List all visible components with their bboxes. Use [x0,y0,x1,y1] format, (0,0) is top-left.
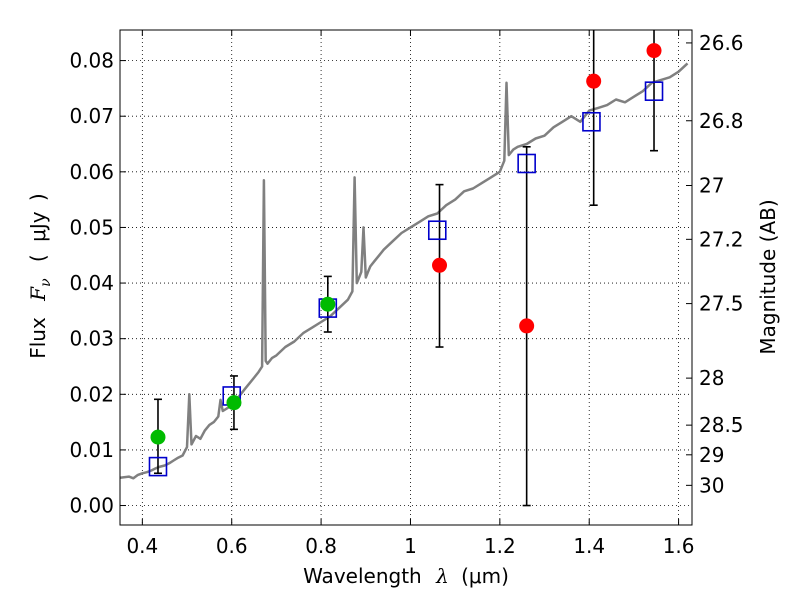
x-tick-label: 0.6 [216,534,248,558]
low-significance-marker [519,318,535,334]
low-significance-marker [646,43,662,59]
mag-tick-label: 28.5 [699,413,744,437]
x-axis-label: Wavelength λ (μm) [303,564,509,588]
y-axis-label-subscript: ν [38,278,54,287]
y-axis-label: Flux Fν ( μJy ) [26,193,55,359]
tick-layer [120,30,692,525]
low-significance-marker [586,73,602,89]
errorbar-layer [153,30,659,507]
y-tick-label: 0.02 [69,382,114,406]
model-photometry-marker [582,111,601,132]
detections-marker [150,429,166,445]
mag-tick-label: 29 [699,443,724,467]
mag-tick-label: 28 [699,366,724,390]
grid [120,30,692,525]
model-photometry-marker [644,81,664,101]
y-axis-label-right: Magnitude (AB) [756,199,780,354]
x-tick-label: 1.6 [663,534,695,558]
detections-marker [320,296,336,312]
y-axis-label-paren-close: ) [26,193,50,201]
detections-marker [226,395,242,411]
low-significance-marker [432,257,448,273]
y-axis-label-unit: μJy [26,211,50,242]
x-tick-label: 0.8 [305,534,337,558]
x-tick-label: 1.4 [573,534,605,558]
spectrum-layer [119,62,689,480]
model-photometry-marker [427,220,447,241]
x-tick-label: 1 [404,534,417,558]
y-axis-label-symbol: F [26,286,50,302]
x-tick-label: 1.2 [484,534,516,558]
tick-label-layer: 0.4 0.6 0.8 1 1.2 1.4 1.6 0.00 0.01 0.02 0.03 0.04 0… [69,31,743,558]
mag-tick-label: 27.2 [699,227,744,251]
y-tick-label: 0.03 [69,327,114,351]
y-axis-label-text: Flux [26,317,50,359]
mag-tick-label: 27 [699,173,724,197]
model-photometry-marker [517,153,536,174]
model-spectrum-line [119,62,689,480]
y-axis-label-paren-open: ( [26,254,50,262]
mag-tick-label: 30 [699,473,724,497]
x-axis-label-symbol: λ [435,564,449,588]
x-tick-label: 0.4 [126,534,158,558]
y-tick-label: 0.01 [69,438,114,462]
marker-layer [148,43,664,477]
y-tick-label: 0.06 [69,160,114,184]
model-photometry-marker [148,456,168,477]
x-axis-label-text: Wavelength [303,564,422,588]
y-tick-label: 0.07 [69,104,114,128]
y-tick-label: 0.05 [69,215,114,239]
y-tick-label: 0.08 [69,49,114,73]
mag-tick-label: 26.6 [699,31,744,55]
mag-tick-label: 26.8 [699,109,744,133]
x-axis-label-unit: (μm) [461,564,509,588]
y-tick-label: 0.04 [69,271,114,295]
mag-tick-label: 27.5 [699,292,744,316]
y-tick-label: 0.00 [69,494,114,518]
plot-frame [119,29,693,526]
